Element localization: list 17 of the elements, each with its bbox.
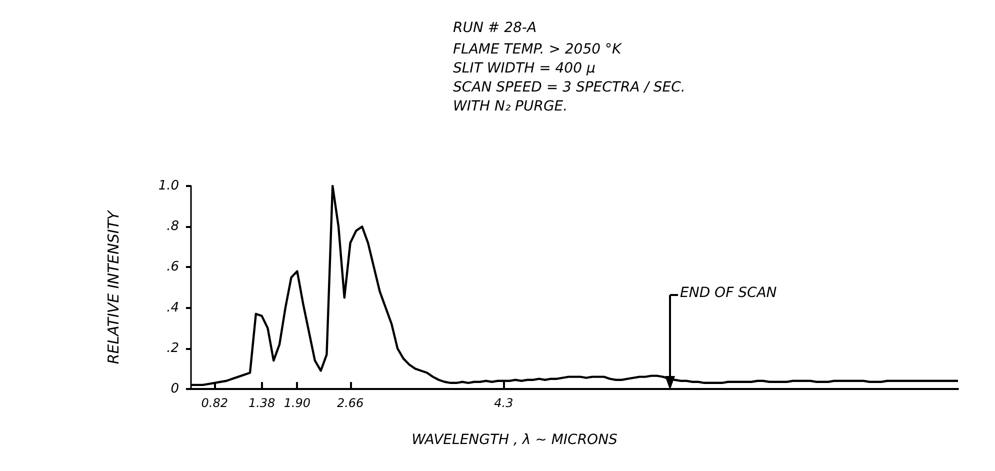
- y-tick-label: .6: [166, 260, 179, 275]
- x-axis-title: WAVELENGTH , λ ~ MICRONS: [412, 432, 618, 448]
- annotation: END OF SCAN: [680, 285, 778, 301]
- line-series: [190, 184, 960, 386]
- y-axis-title: RELATIVE INTENSITY: [104, 209, 122, 364]
- y-tick-label: .2: [166, 340, 179, 356]
- chart-subtitle: FLAME TEMP. > 2050 °K SLIT WIDTH = 400 µ SCAN SPEED = 3 SPECTRA / SEC. WITH N₂ PURGE.: [453, 42, 686, 114]
- x-tick-label: 4.3: [494, 396, 514, 410]
- x-tick-label: 1.38: [248, 396, 276, 410]
- y-tick-label: .4: [166, 300, 179, 316]
- chart-title: RUN # 28-A: [453, 20, 537, 36]
- y-tick-label: 0: [170, 382, 179, 396]
- y-tick-label: 1.0: [158, 178, 179, 194]
- y-tick-label: .8: [166, 219, 179, 234]
- x-tick-label: 1.90: [284, 396, 311, 410]
- x-tick-label: 2.66: [336, 396, 364, 410]
- x-tick-label: 0.82: [201, 396, 228, 410]
